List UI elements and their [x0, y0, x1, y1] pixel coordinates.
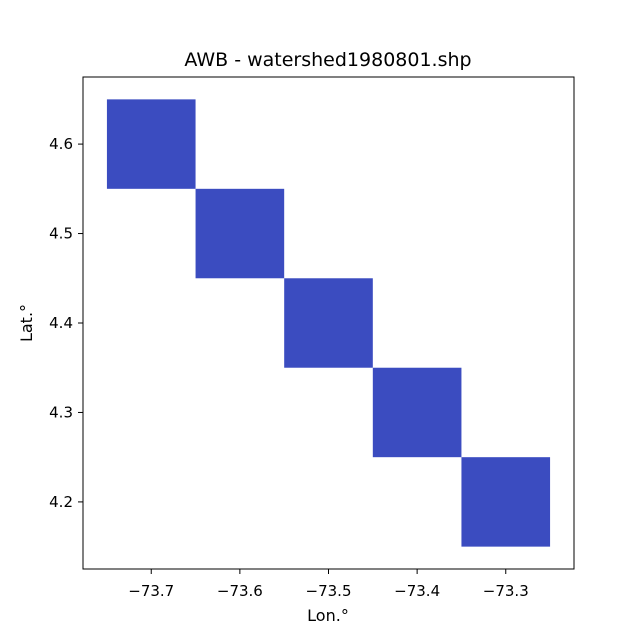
x-axis-label: Lon.°: [307, 606, 349, 625]
heatmap-cell-3: [372, 367, 462, 458]
y-tick-label-2: 4.4: [49, 314, 73, 332]
y-tick-label-3: 4.5: [49, 225, 73, 243]
cells-layer: [106, 99, 551, 547]
y-axis-label: Lat.°: [17, 304, 36, 342]
y-tick-label-1: 4.3: [49, 403, 73, 421]
y-tick-label-0: 4.2: [49, 493, 73, 511]
x-axis-ticks: −73.7 −73.6 −73.5 −73.4 −73.3: [128, 569, 529, 600]
chart-title: AWB - watershed1980801.shp: [184, 49, 471, 71]
heatmap-cell-1: [195, 188, 285, 279]
heatmap-cell-4: [461, 457, 551, 547]
x-tick-label-1: −73.6: [217, 582, 263, 600]
x-tick-label-3: −73.4: [394, 582, 440, 600]
x-tick-label-0: −73.7: [128, 582, 174, 600]
y-tick-label-4: 4.6: [49, 135, 73, 153]
x-tick-label-2: −73.5: [306, 582, 352, 600]
x-tick-label-4: −73.3: [483, 582, 529, 600]
heatmap-cell-2: [284, 278, 373, 368]
y-axis-ticks: 4.2 4.3 4.4 4.5 4.6: [49, 135, 83, 511]
plot-frame: [82, 76, 575, 570]
heatmap-cell-0: [106, 99, 196, 189]
